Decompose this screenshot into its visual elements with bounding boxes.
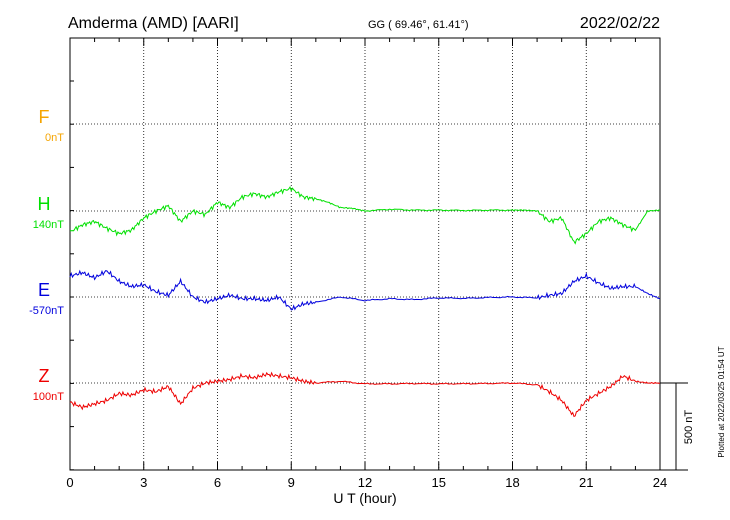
date-label: 2022/02/22	[580, 15, 660, 32]
x-tick-label: 15	[432, 475, 446, 490]
x-tick-label: 21	[579, 475, 593, 490]
x-axis-label: U T (hour)	[333, 490, 396, 506]
plotted-timestamp: Plotted at 2022/03/25 01:54 UT	[717, 346, 726, 457]
x-tick-label: 6	[214, 475, 221, 490]
series-line-e	[69, 269, 661, 311]
channel-baseline: 100nT	[33, 391, 64, 403]
channel-name: E	[38, 280, 50, 300]
channel-name: Z	[39, 366, 50, 386]
x-tick-label: 9	[288, 475, 295, 490]
x-tick-label: 12	[358, 475, 372, 490]
coordinates-label: GG ( 69.46°, 61.41°)	[368, 19, 469, 31]
channel-labels: F 0nT H 140nT E -570nT Z 100nT	[29, 107, 64, 403]
scale-bar	[660, 382, 688, 471]
channel-baseline: -570nT	[29, 305, 64, 317]
x-ticks: 0 3 6 9 12 15 18 21 24	[66, 38, 667, 490]
channel-baseline: 140nT	[33, 219, 64, 231]
channel-name: H	[38, 194, 51, 214]
grid	[70, 38, 660, 470]
x-tick-label: 0	[66, 475, 73, 490]
station-title: Amderma (AMD) [AARI]	[68, 15, 239, 32]
channel-name: F	[39, 107, 50, 127]
series-line-h	[70, 185, 661, 245]
x-tick-label: 3	[140, 475, 147, 490]
scale-bar-label: 500 nT	[683, 410, 695, 445]
series-lines	[69, 185, 661, 418]
x-tick-label: 18	[505, 475, 519, 490]
x-tick-label: 24	[653, 475, 667, 490]
channel-baseline: 0nT	[45, 132, 64, 144]
series-line-z	[69, 371, 661, 418]
